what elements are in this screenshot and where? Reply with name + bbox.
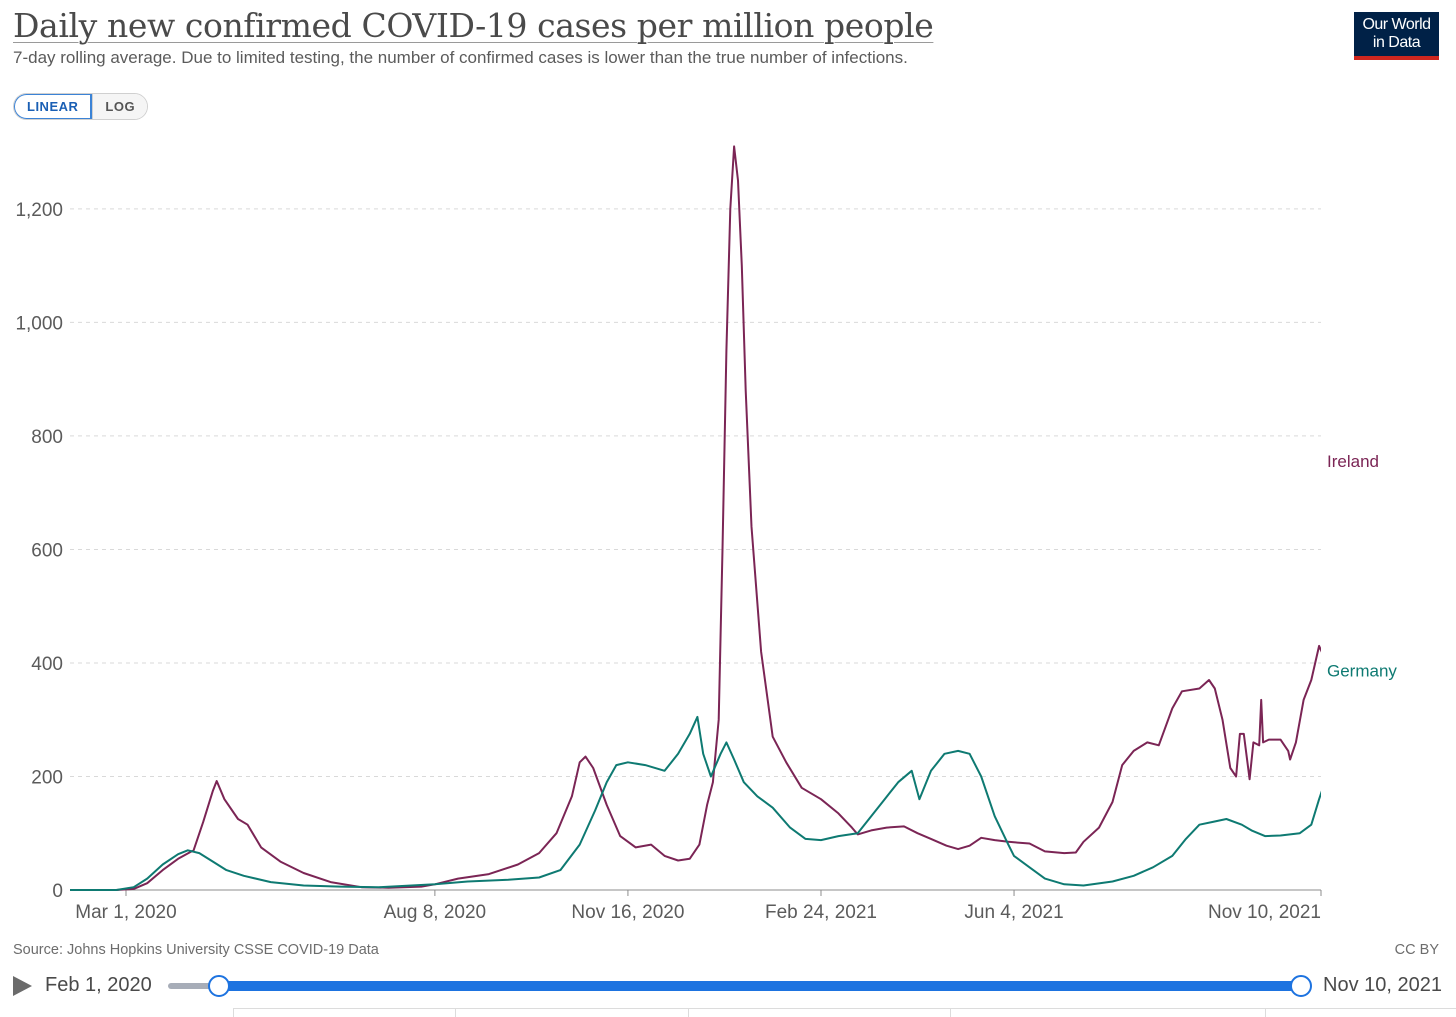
bottom-tab-strip	[233, 1008, 1456, 1017]
tab-divider	[950, 1009, 951, 1017]
scale-toggle: LINEAR LOG	[13, 93, 149, 120]
timeline-selected-range[interactable]	[218, 981, 1301, 991]
y-tick-label: 0	[52, 881, 63, 902]
source-note[interactable]: Source: Johns Hopkins University CSSE CO…	[13, 942, 379, 958]
y-tick-label: 800	[31, 427, 63, 448]
y-tick-label: 400	[31, 654, 63, 675]
chart-subtitle: 7-day rolling average. Due to limited te…	[13, 48, 908, 67]
x-tick-label: Nov 16, 2020	[571, 902, 684, 923]
x-tick-label: Nov 10, 2021	[1208, 902, 1321, 923]
series-line-ireland[interactable]	[70, 145, 1350, 891]
log-scale-button[interactable]: LOG	[92, 94, 148, 119]
owid-logo[interactable]: Our World in Data	[1354, 12, 1439, 60]
line-chart: 0 200 400 600 800 1,000 1,200 Mar 1, 2020 Aug 8,…	[15, 145, 1397, 923]
logo-line-2: in Data	[1372, 34, 1421, 51]
x-tick-label: Feb 24, 2021	[765, 902, 877, 923]
linear-scale-button[interactable]: LINEAR	[14, 94, 93, 119]
y-tick-label: 1,200	[15, 200, 63, 221]
timeline-start-handle[interactable]	[208, 975, 230, 997]
series-label-germany[interactable]: Germany	[1327, 661, 1397, 680]
x-tick-label: Mar 1, 2020	[75, 902, 176, 923]
y-tick-label: 1,000	[15, 313, 63, 334]
license-link[interactable]: CC BY	[1394, 942, 1439, 958]
chart-title[interactable]: Daily new confirmed COVID-19 cases per m…	[13, 6, 934, 45]
x-tick-label: Jun 4, 2021	[964, 902, 1063, 923]
y-tick-label: 200	[31, 767, 63, 788]
series-line-germany[interactable]	[70, 674, 1350, 891]
play-icon[interactable]	[13, 976, 32, 996]
tab-divider	[455, 1009, 456, 1017]
y-tick-label: 600	[31, 540, 63, 561]
timeline-end-label: Nov 10, 2021	[1323, 974, 1442, 996]
tab-divider	[688, 1009, 689, 1017]
logo-line-1: Our World	[1362, 16, 1431, 33]
tab-divider	[233, 1009, 234, 1017]
tab-divider	[1265, 1009, 1266, 1017]
x-tick-label: Aug 8, 2020	[384, 902, 486, 923]
timeline-track-inactive[interactable]	[168, 983, 218, 989]
timeline-end-handle[interactable]	[1290, 975, 1312, 997]
series-label-ireland[interactable]: Ireland	[1327, 452, 1379, 471]
timeline-start-label: Feb 1, 2020	[45, 974, 152, 996]
